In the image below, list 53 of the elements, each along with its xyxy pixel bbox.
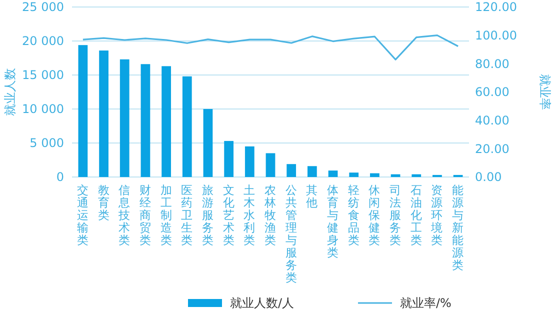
x-tick-label: 石油化工类 bbox=[410, 183, 422, 247]
legend-label: 就业率/% bbox=[400, 296, 452, 310]
bar bbox=[224, 140, 234, 177]
y2-tick-label: 120.00 bbox=[475, 0, 517, 14]
bar bbox=[307, 166, 317, 177]
bar bbox=[370, 173, 380, 177]
bar bbox=[99, 50, 108, 177]
y-tick-label: 0 bbox=[56, 170, 64, 184]
bar bbox=[120, 59, 130, 177]
y2-tick-label: 0.00 bbox=[475, 170, 502, 184]
x-tick-label: 轻纺食品类 bbox=[348, 183, 360, 247]
x-tick-label: 资源环境类 bbox=[430, 183, 444, 247]
bar bbox=[266, 153, 276, 177]
y-tick-label: 20 000 bbox=[22, 34, 64, 48]
bar bbox=[203, 109, 213, 177]
x-tick-label: 医药卫生类 bbox=[181, 183, 194, 247]
bar bbox=[78, 45, 88, 177]
x-tick-label: 农林牧渔类 bbox=[264, 183, 276, 247]
bar bbox=[140, 64, 150, 177]
bar bbox=[162, 66, 171, 177]
x-tick-label: 教育类 bbox=[98, 183, 110, 222]
y2-tick-label: 80.00 bbox=[475, 56, 510, 71]
x-tick-label: 加工制造类 bbox=[160, 183, 172, 247]
y-tick-label: 5 000 bbox=[30, 136, 64, 150]
y2-axis-title: 就业率 bbox=[538, 74, 552, 110]
x-tick-label: 能源与新能源类 bbox=[452, 183, 464, 272]
x-tick-label: 体育与健身类 bbox=[327, 183, 340, 260]
line-series bbox=[82, 34, 459, 60]
bar bbox=[182, 76, 192, 177]
y2-tick-label: 60.00 bbox=[475, 85, 510, 100]
y-tick-label: 15 000 bbox=[22, 68, 64, 82]
x-tick-label: 其他 bbox=[306, 183, 318, 210]
bar bbox=[286, 164, 296, 177]
x-tick-label: 土木水利类 bbox=[244, 183, 256, 247]
y-axis-title: 就业人数 bbox=[3, 68, 17, 116]
bar bbox=[328, 170, 338, 177]
bar bbox=[244, 146, 254, 177]
y-tick-label: 10 000 bbox=[22, 102, 64, 116]
x-tick-label: 信息技术类 bbox=[118, 183, 131, 247]
y-tick-label: 25 000 bbox=[22, 0, 64, 14]
y2-tick-label: 40.00 bbox=[475, 114, 510, 128]
x-tick-label: 公共管理与服务类 bbox=[285, 183, 298, 284]
legend-label: 就业人数/人 bbox=[230, 296, 294, 310]
bar bbox=[349, 172, 359, 177]
y2-tick-label: 20.00 bbox=[475, 142, 510, 156]
y2-tick-label: 100.00 bbox=[475, 28, 517, 43]
x-tick-label: 财经商贸类 bbox=[139, 183, 152, 247]
x-tick-label: 旅游服务类 bbox=[202, 183, 214, 247]
bar bbox=[412, 174, 422, 177]
x-tick-label: 休闲保健类 bbox=[368, 183, 381, 247]
x-tick-label: 司法服务类 bbox=[390, 183, 402, 247]
x-tick-label: 交通运输类 bbox=[76, 183, 89, 247]
x-tick-label: 文化艺术类 bbox=[222, 183, 235, 247]
